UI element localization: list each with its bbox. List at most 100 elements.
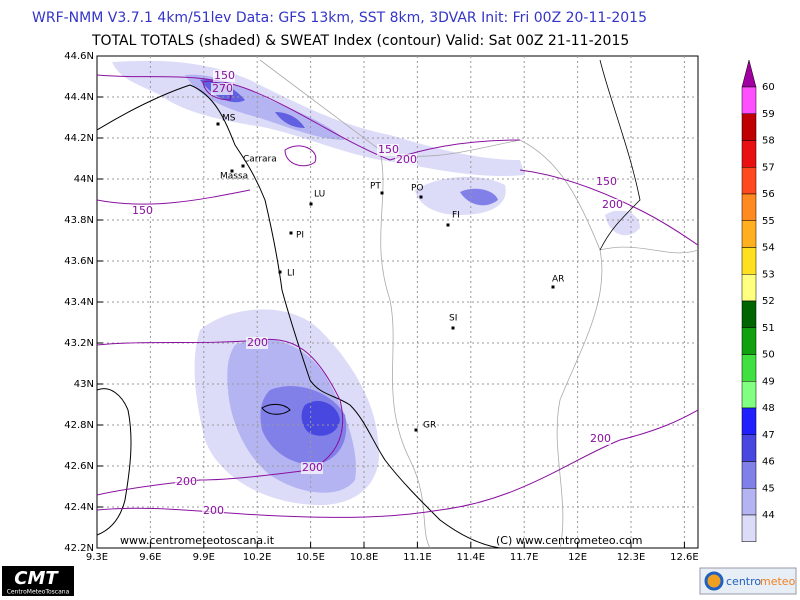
city-label: GR	[423, 421, 436, 431]
colorbar-label: 56	[762, 189, 775, 200]
coastline	[599, 59, 641, 251]
city-dot	[309, 202, 313, 206]
colorbar-swatch	[741, 193, 757, 221]
watermark: www.centrometeotoscana.it	[120, 534, 275, 547]
city-label: AR	[552, 275, 564, 285]
city-dot	[414, 428, 418, 432]
contour-label-bg	[301, 462, 323, 474]
lon-label: 10.2E	[243, 552, 272, 563]
lon-label: 12.3E	[617, 552, 646, 563]
colorbar-label: 53	[762, 269, 775, 280]
colorbar-label: 48	[762, 403, 775, 414]
lon-label: 12E	[568, 552, 587, 563]
city-dot	[241, 164, 245, 168]
city-dot	[230, 169, 234, 173]
colorbar-label: 51	[762, 323, 775, 334]
contour-label-bg	[595, 176, 617, 188]
city-dot	[278, 270, 282, 274]
contour-label: 200	[176, 475, 197, 488]
colorbar-label: 60	[762, 82, 775, 93]
contour-label: 200	[302, 461, 323, 474]
logo-right-text-a: centro	[726, 575, 761, 588]
contour-label-bg	[589, 433, 611, 445]
colorbar-label: 52	[762, 296, 775, 307]
colorbar-swatch	[741, 140, 757, 168]
logo-right-icon	[704, 571, 724, 591]
colorbar-swatch	[741, 86, 757, 114]
lat-label: 44N	[74, 174, 94, 185]
colorbar-label: 45	[762, 483, 775, 494]
city-label: PT	[370, 182, 381, 192]
contour-label: 150	[214, 69, 235, 82]
colorbar-label: 58	[762, 136, 775, 147]
colorbar-label: 50	[762, 350, 775, 361]
contour-label: 200	[247, 336, 268, 349]
lat-label: 43.8N	[64, 215, 94, 226]
lon-label: 10.8E	[350, 552, 379, 563]
city-dot	[380, 191, 384, 195]
colorbar-swatch	[741, 327, 757, 355]
watermark: (C) www.centrometeo.com	[496, 534, 642, 547]
lon-label: 11.7E	[510, 552, 539, 563]
city-label: Carrara	[243, 155, 277, 165]
lon-label: 12.6E	[670, 552, 699, 563]
contour-label-bg	[395, 154, 417, 166]
city-dot	[419, 195, 423, 199]
lat-label: 42.6N	[64, 461, 94, 472]
colorbar-arrow	[741, 59, 757, 88]
colorbar-label: 55	[762, 216, 775, 227]
lon-label: 11.1E	[403, 552, 432, 563]
contour-label: 200	[396, 153, 417, 166]
contour-label: 270	[212, 82, 233, 95]
logo-left-bg	[2, 566, 74, 596]
colorbar-swatch	[741, 220, 757, 248]
colorbar-swatch	[741, 247, 757, 275]
colorbar-swatch	[741, 113, 757, 141]
city-dot	[446, 223, 450, 227]
shade	[460, 188, 498, 206]
contour-label: 200	[590, 432, 611, 445]
colorbar-label: 49	[762, 376, 775, 387]
corsica	[97, 388, 132, 536]
city-dot	[289, 231, 293, 235]
contour-label: 150	[596, 175, 617, 188]
lon-label: 9.9E	[193, 552, 215, 563]
header-line1: WRF-NMM V3.7.1 4km/51lev Data: GFS 13km,…	[32, 10, 647, 26]
city-label: FI	[452, 211, 460, 221]
lat-label: 42.8N	[64, 420, 94, 431]
lat-label: 43.2N	[64, 338, 94, 349]
colorbar-swatch	[741, 167, 757, 195]
lat-label: 43.4N	[64, 297, 94, 308]
city-dot	[451, 326, 455, 330]
contour-label-bg	[211, 83, 233, 95]
city-dot	[551, 285, 555, 289]
lat-label: 43N	[74, 379, 94, 390]
city-label: LU	[314, 190, 325, 200]
city-label: MS	[222, 114, 236, 124]
colorbar-swatch	[741, 461, 757, 489]
lat-label: 44.6N	[64, 51, 94, 62]
island	[261, 403, 291, 415]
colorbar-swatch	[741, 300, 757, 328]
contour	[202, 80, 317, 167]
lat-label: 42.4N	[64, 502, 94, 513]
lat-label: 44.2N	[64, 133, 94, 144]
city-label: Massa	[220, 172, 248, 182]
city-label: SI	[449, 314, 457, 324]
contour-label: 200	[602, 198, 623, 211]
shade	[301, 400, 340, 436]
colorbar-swatch	[741, 514, 757, 542]
city-label: PI	[296, 231, 304, 241]
contour-label-bg	[601, 199, 623, 211]
logo-left: CMT	[14, 568, 59, 589]
colorbar-swatch	[741, 407, 757, 435]
coastline	[97, 84, 501, 548]
city-label: PO	[411, 184, 424, 194]
shade	[415, 176, 506, 215]
labels: 44.6N 44.4N 44.2N 44N 43.8N 43.6N 43.4N 43.2N 43…	[64, 51, 698, 563]
contour-label-bg	[131, 205, 153, 217]
contour-label: 150	[378, 143, 399, 156]
lon-label: 9.3E	[86, 552, 108, 563]
